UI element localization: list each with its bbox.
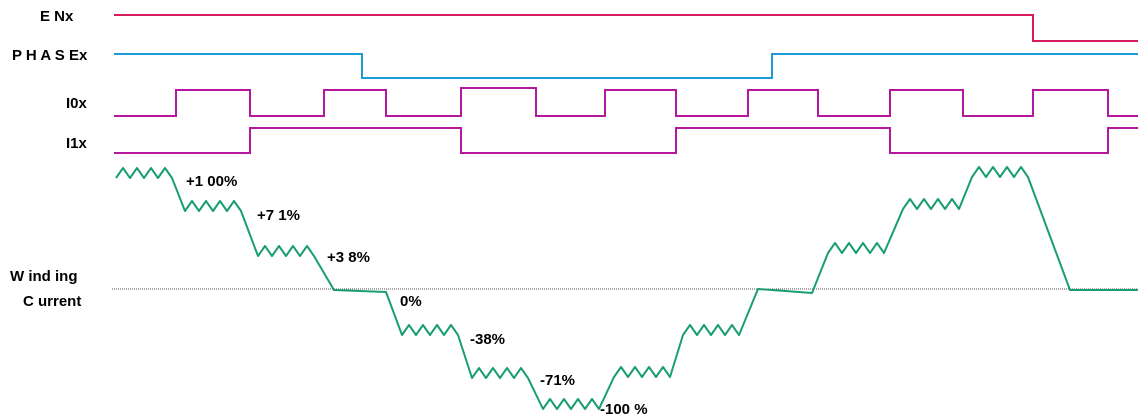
winding-label-line2: C urrent: [23, 293, 81, 310]
level-label-minus-100: -100 %: [600, 401, 648, 418]
level-label-minus-71: -71%: [540, 372, 575, 389]
i1-waveform: [114, 127, 1138, 154]
level-label-plus-71: +7 1%: [257, 207, 300, 224]
i1-label: I1x: [66, 135, 88, 152]
level-label-minus-38: -38%: [470, 331, 505, 348]
en-label: E Nx: [40, 8, 74, 25]
phase-label: P H A S Ex: [12, 47, 88, 64]
i0-label: I0x: [66, 95, 88, 112]
level-label-zero: 0%: [400, 293, 422, 310]
winding-label-line1: W ind ing: [10, 268, 77, 285]
level-label-plus-100: +1 00%: [186, 173, 237, 190]
winding-current-waveform: [115, 166, 1138, 410]
level-label-plus-38: +3 8%: [327, 249, 370, 266]
i0-waveform: [114, 87, 1138, 117]
en-waveform: [114, 14, 1138, 42]
phase-waveform: [114, 53, 1138, 79]
